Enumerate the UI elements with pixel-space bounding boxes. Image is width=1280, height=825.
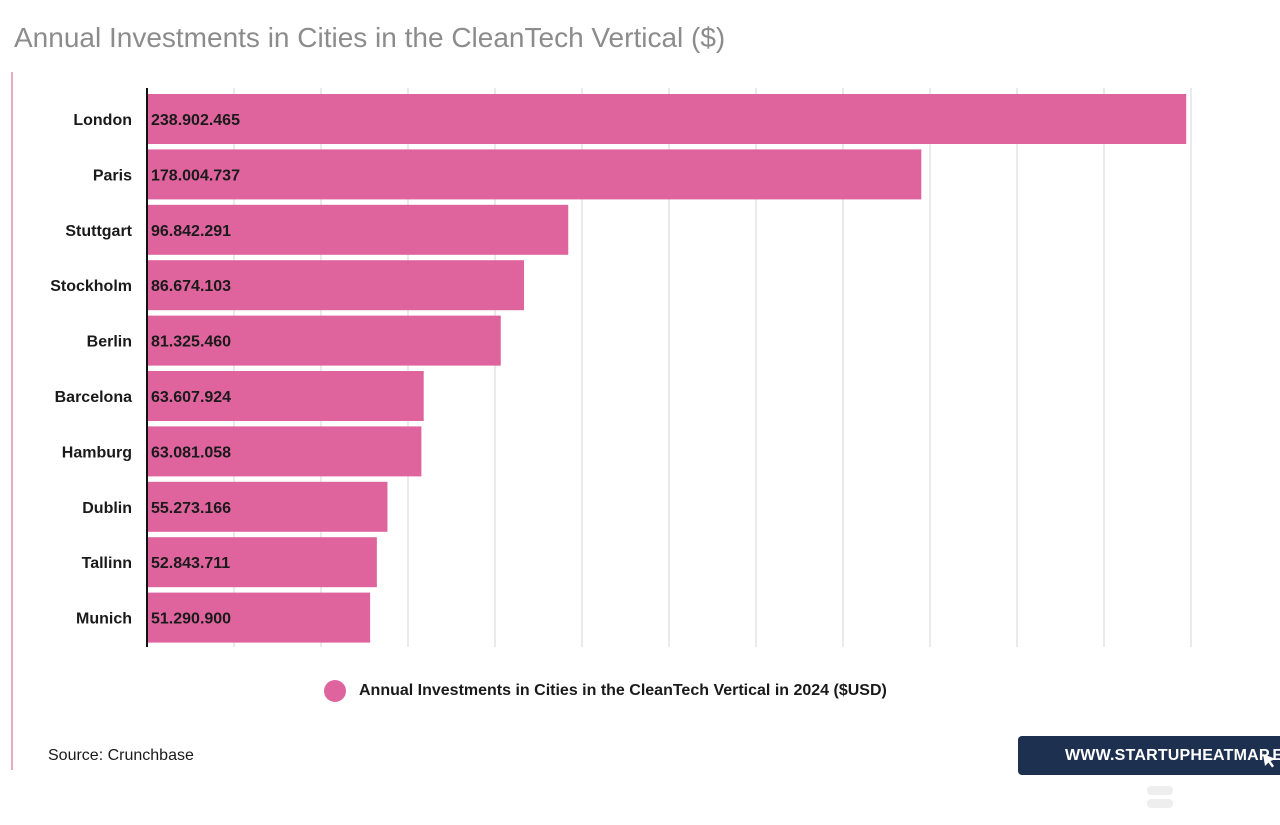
category-label: Dublin	[82, 500, 132, 517]
legend-swatch	[324, 680, 346, 702]
bar-dublin	[147, 481, 388, 532]
cursor-arrow-icon	[1263, 754, 1276, 768]
category-label: Berlin	[87, 334, 132, 351]
category-label: Tallinn	[82, 555, 132, 572]
data-label: 63.081.058	[151, 444, 231, 461]
data-label: 55.273.166	[151, 500, 231, 517]
page-title: Annual Investments in Cities in the Clea…	[14, 22, 726, 53]
category-label: Paris	[93, 167, 132, 184]
source-note: Source: Crunchbase	[48, 747, 194, 764]
data-label: 51.290.900	[151, 611, 231, 628]
data-label: 86.674.103	[151, 278, 231, 295]
data-label: 238.902.465	[151, 112, 240, 129]
bar-hamburg	[147, 426, 422, 477]
left-accent-rule	[11, 72, 13, 770]
data-label: 52.843.711	[151, 555, 230, 572]
bar-munich	[147, 592, 371, 643]
bar-berlin	[147, 315, 501, 366]
bar-stuttgart	[147, 204, 569, 255]
category-label: Hamburg	[62, 444, 132, 461]
brand-link-text: WWW.STARTUPHEATMAP.EU	[1065, 746, 1280, 764]
data-label: 178.004.737	[151, 167, 240, 184]
category-label: London	[73, 112, 132, 129]
bar-barcelona	[147, 371, 424, 421]
legend-label: Annual Investments in Cities in the Clea…	[359, 682, 887, 699]
startupheatmap-link[interactable]: WWW.STARTUPHEATMAP.EU	[1018, 736, 1280, 775]
bar-tallinn	[147, 537, 377, 588]
category-label: Munich	[76, 611, 132, 628]
category-label: Barcelona	[55, 389, 132, 406]
data-label: 63.607.924	[151, 389, 231, 406]
scroll-indicator	[1147, 786, 1173, 814]
data-label: 81.325.460	[151, 334, 231, 351]
bar-london	[147, 94, 1187, 144]
bar-paris	[147, 149, 922, 200]
bar-chart: 238.902.465 London 178.004.737 Paris 96.842.…	[50, 88, 1192, 647]
data-label: 96.842.291	[151, 223, 231, 240]
legend[interactable]: Annual Investments in Cities in the Clea…	[324, 680, 887, 702]
category-label: Stuttgart	[65, 223, 132, 240]
category-label: Stockholm	[50, 278, 132, 295]
bar-stockholm	[147, 260, 525, 311]
